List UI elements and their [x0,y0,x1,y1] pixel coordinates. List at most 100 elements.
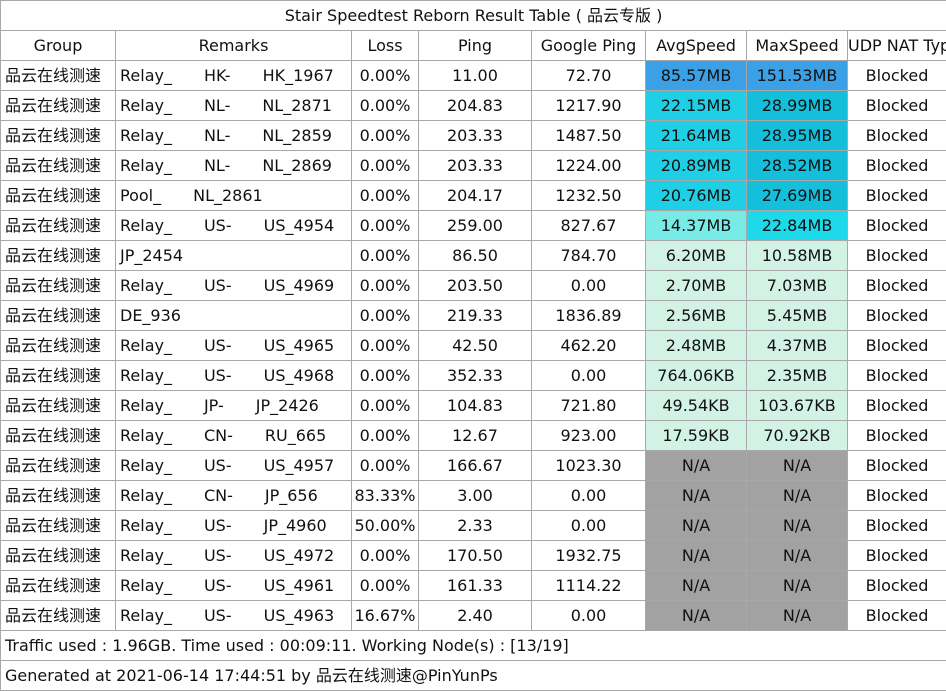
remarks-cell: Relay_ HK- HK_1967 [116,61,352,91]
max-speed-cell: 103.67KB [747,391,848,421]
loss-cell: 0.00% [352,571,419,601]
group-cell: 品云在线测速 [1,361,116,391]
remarks-cell: Relay_ US- US_4961 [116,571,352,601]
google-ping-cell: 1932.75 [532,541,646,571]
avg-speed-cell: N/A [646,481,747,511]
ping-cell: 204.17 [419,181,532,211]
ping-cell: 166.67 [419,451,532,481]
loss-cell: 16.67% [352,601,419,631]
max-speed-cell: 10.58MB [747,241,848,271]
google-ping-cell: 1836.89 [532,301,646,331]
google-ping-cell: 1114.22 [532,571,646,601]
udp-nat-type-cell: Blocked [848,211,946,241]
udp-nat-type-cell: Blocked [848,451,946,481]
loss-cell: 0.00% [352,421,419,451]
remarks-cell: Relay_ US- US_4954 [116,211,352,241]
avg-speed-cell: 14.37MB [646,211,747,241]
max-speed-cell: 28.52MB [747,151,848,181]
ping-cell: 12.67 [419,421,532,451]
remarks-cell: Relay_ NL- NL_2871 [116,91,352,121]
udp-nat-type-cell: Blocked [848,421,946,451]
max-speed-cell: 7.03MB [747,271,848,301]
avg-speed-cell: N/A [646,571,747,601]
avg-speed-cell: 20.89MB [646,151,747,181]
remarks-cell: Relay_ CN- RU_665 [116,421,352,451]
loss-cell: 0.00% [352,361,419,391]
avg-speed-cell: N/A [646,511,747,541]
ping-cell: 259.00 [419,211,532,241]
remarks-cell: Relay_ JP- JP_2426 [116,391,352,421]
remarks-cell: Relay_ US- US_4957 [116,451,352,481]
remarks-cell: Relay_ NL- NL_2859 [116,121,352,151]
avg-speed-cell: 2.48MB [646,331,747,361]
loss-cell: 0.00% [352,331,419,361]
ping-cell: 3.00 [419,481,532,511]
ping-cell: 203.50 [419,271,532,301]
group-cell: 品云在线测速 [1,211,116,241]
google-ping-cell: 0.00 [532,511,646,541]
udp-nat-type-cell: Blocked [848,61,946,91]
udp-nat-type-cell: Blocked [848,601,946,631]
loss-cell: 0.00% [352,391,419,421]
remarks-cell: DE_936 [116,301,352,331]
avg-speed-cell: 21.64MB [646,121,747,151]
group-cell: 品云在线测速 [1,241,116,271]
max-speed-cell: 22.84MB [747,211,848,241]
udp-nat-type-cell: Blocked [848,301,946,331]
udp-nat-type-cell: Blocked [848,181,946,211]
ping-cell: 204.83 [419,91,532,121]
max-speed-cell: N/A [747,571,848,601]
google-ping-cell: 0.00 [532,481,646,511]
generated-info: Generated at 2021-06-14 17:44:51 by 品云在线… [1,661,946,691]
avg-speed-cell: N/A [646,601,747,631]
max-speed-cell: N/A [747,451,848,481]
google-ping-cell: 827.67 [532,211,646,241]
avg-speed-cell: 764.06KB [646,361,747,391]
udp-nat-type-cell: Blocked [848,151,946,181]
table-title: Stair Speedtest Reborn Result Table ( 品云… [1,1,946,31]
avg-speed-cell: N/A [646,541,747,571]
udp-nat-type-cell: Blocked [848,481,946,511]
group-cell: 品云在线测速 [1,601,116,631]
remarks-cell: Relay_ US- US_4969 [116,271,352,301]
group-cell: 品云在线测速 [1,91,116,121]
udp-nat-type-cell: Blocked [848,361,946,391]
remarks-cell: Relay_ US- US_4965 [116,331,352,361]
ping-cell: 161.33 [419,571,532,601]
avg-speed-cell: N/A [646,451,747,481]
max-speed-cell: 28.99MB [747,91,848,121]
group-cell: 品云在线测速 [1,181,116,211]
header-loss: Loss [352,31,419,61]
udp-nat-type-cell: Blocked [848,571,946,601]
max-speed-cell: 27.69MB [747,181,848,211]
max-speed-cell: 70.92KB [747,421,848,451]
ping-cell: 2.40 [419,601,532,631]
avg-speed-cell: 2.56MB [646,301,747,331]
google-ping-cell: 1232.50 [532,181,646,211]
header-ping: Ping [419,31,532,61]
remarks-cell: Relay_ US- JP_4960 [116,511,352,541]
group-cell: 品云在线测速 [1,571,116,601]
max-speed-cell: 151.53MB [747,61,848,91]
traffic-summary: Traffic used : 1.96GB. Time used : 00:09… [1,631,946,661]
loss-cell: 0.00% [352,181,419,211]
group-cell: 品云在线测速 [1,481,116,511]
header-remarks: Remarks [116,31,352,61]
google-ping-cell: 462.20 [532,331,646,361]
group-cell: 品云在线测速 [1,61,116,91]
ping-cell: 352.33 [419,361,532,391]
avg-speed-cell: 22.15MB [646,91,747,121]
loss-cell: 0.00% [352,301,419,331]
max-speed-cell: N/A [747,481,848,511]
max-speed-cell: 4.37MB [747,331,848,361]
